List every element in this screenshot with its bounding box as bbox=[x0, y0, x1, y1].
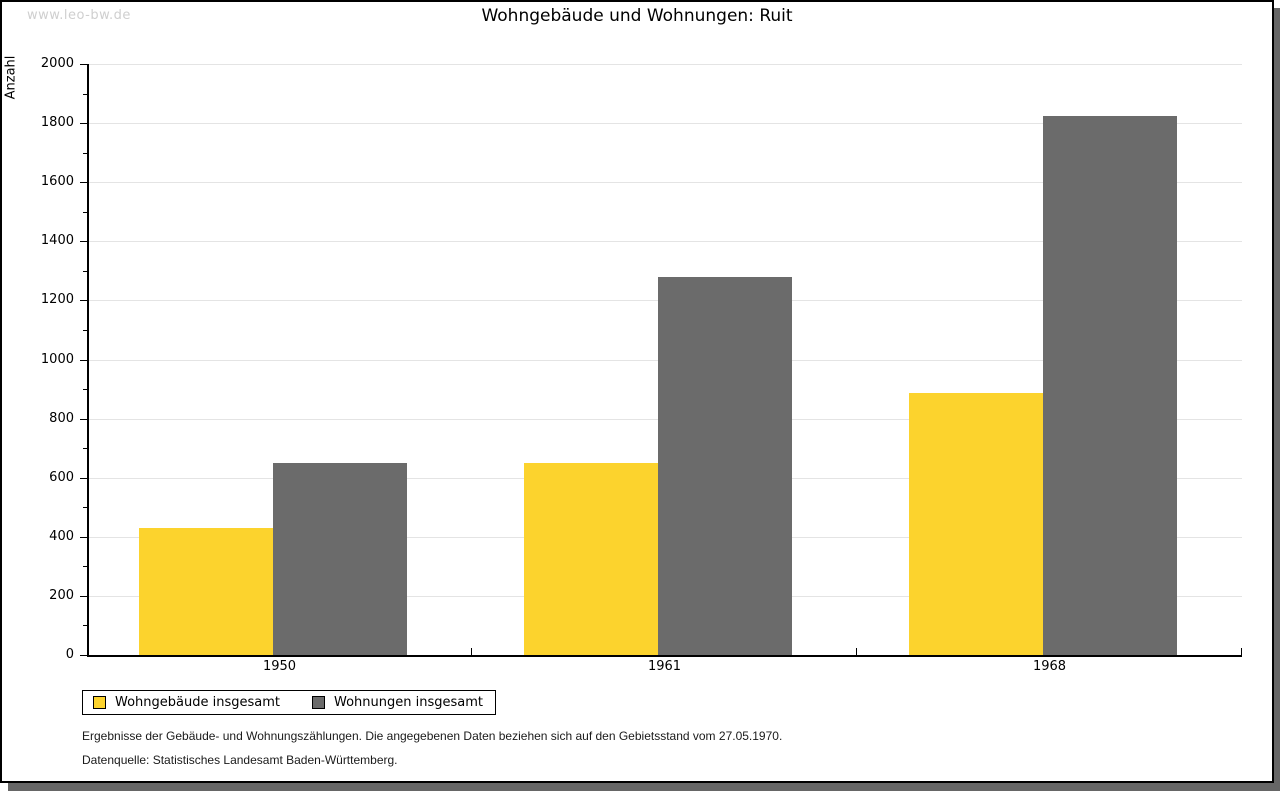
y-tick-label-1600: 1600 bbox=[40, 174, 74, 190]
x-category-label-1950: 1950 bbox=[262, 659, 297, 674]
y-tick-label-1800: 1800 bbox=[40, 115, 74, 131]
legend-swatch-icon bbox=[93, 695, 106, 709]
footnote-data-source: Datenquelle: Statistisches Landesamt Bad… bbox=[82, 753, 398, 767]
y-tick-label-1000: 1000 bbox=[40, 351, 74, 367]
y-minor-tick-300 bbox=[83, 566, 87, 568]
y-major-tick-2000 bbox=[80, 64, 87, 65]
y-minor-tick-500 bbox=[83, 507, 87, 509]
gridline-2000 bbox=[89, 64, 1242, 65]
plot-area: 0 200 400 600 800 1000 1200 1400 1600 1800 2000 19… bbox=[41, 56, 1242, 674]
y-major-tick-1000 bbox=[80, 359, 87, 361]
x-boundary-tick-1 bbox=[471, 648, 472, 655]
legend-label: Wohnungen insgesamt bbox=[334, 694, 483, 710]
bar-wohngeb-ude-insgesamt-1961 bbox=[524, 462, 658, 655]
y-major-tick-1600 bbox=[80, 182, 87, 184]
chart-title: Wohngebäude und Wohnungen: Ruit bbox=[481, 6, 793, 26]
y-minor-tick-700 bbox=[83, 448, 87, 450]
bar-wohnungen-insgesamt-1950 bbox=[273, 462, 407, 655]
y-tick-label-800: 800 bbox=[49, 410, 74, 426]
y-major-tick-1800 bbox=[80, 123, 87, 125]
y-minor-tick-1500 bbox=[83, 211, 87, 213]
bar-wohngeb-ude-insgesamt-1950 bbox=[139, 527, 273, 655]
x-boundary-tick-2 bbox=[856, 648, 857, 655]
y-tick-label-600: 600 bbox=[49, 469, 74, 485]
chart-legend: Wohngebäude insgesamt Wohnungen insgesamt bbox=[82, 690, 496, 715]
gridline-1600 bbox=[89, 182, 1242, 184]
legend-label: Wohngebäude insgesamt bbox=[115, 694, 280, 710]
y-major-tick-200 bbox=[80, 595, 87, 597]
y-minor-tick-100 bbox=[83, 625, 87, 627]
legend-item-wohnungen-insgesamt: Wohnungen insgesamt bbox=[312, 695, 483, 710]
y-minor-tick-900 bbox=[83, 389, 87, 391]
legend-item-wohngeb-ude-insgesamt: Wohngebäude insgesamt bbox=[93, 695, 280, 710]
y-tick-label-0: 0 bbox=[65, 647, 74, 662]
y-major-tick-0 bbox=[80, 655, 87, 656]
y-tick-label-1400: 1400 bbox=[40, 233, 74, 249]
bar-wohnungen-insgesamt-1961 bbox=[658, 276, 792, 655]
y-axis-line bbox=[87, 64, 89, 655]
y-minor-tick-1100 bbox=[83, 329, 87, 331]
y-tick-label-400: 400 bbox=[49, 528, 74, 544]
bar-wohnungen-insgesamt-1968 bbox=[1043, 115, 1177, 655]
legend-swatch-icon bbox=[312, 695, 325, 709]
y-minor-tick-1300 bbox=[83, 270, 87, 272]
y-minor-tick-1700 bbox=[83, 152, 87, 154]
y-tick-label-2000: 2000 bbox=[40, 56, 74, 71]
x-category-label-1968: 1968 bbox=[1032, 659, 1067, 674]
watermark-leo-bw: www.leo-bw.de bbox=[27, 8, 131, 23]
y-major-tick-800 bbox=[80, 418, 87, 420]
gridline-1800 bbox=[89, 123, 1242, 125]
footnote-source-note: Ergebnisse der Gebäude- und Wohnungszähl… bbox=[82, 729, 783, 743]
y-major-tick-600 bbox=[80, 477, 87, 479]
x-category-label-1961: 1961 bbox=[647, 659, 682, 674]
gridline-1400 bbox=[89, 241, 1242, 243]
x-axis-line bbox=[87, 655, 1242, 657]
y-tick-label-200: 200 bbox=[49, 587, 74, 603]
y-minor-tick-1900 bbox=[83, 93, 87, 95]
y-major-tick-1400 bbox=[80, 241, 87, 243]
y-major-tick-400 bbox=[80, 536, 87, 538]
x-boundary-tick-3 bbox=[1241, 648, 1242, 655]
y-major-tick-1200 bbox=[80, 300, 87, 302]
bar-wohngeb-ude-insgesamt-1968 bbox=[909, 393, 1043, 655]
y-tick-label-1200: 1200 bbox=[40, 292, 74, 308]
